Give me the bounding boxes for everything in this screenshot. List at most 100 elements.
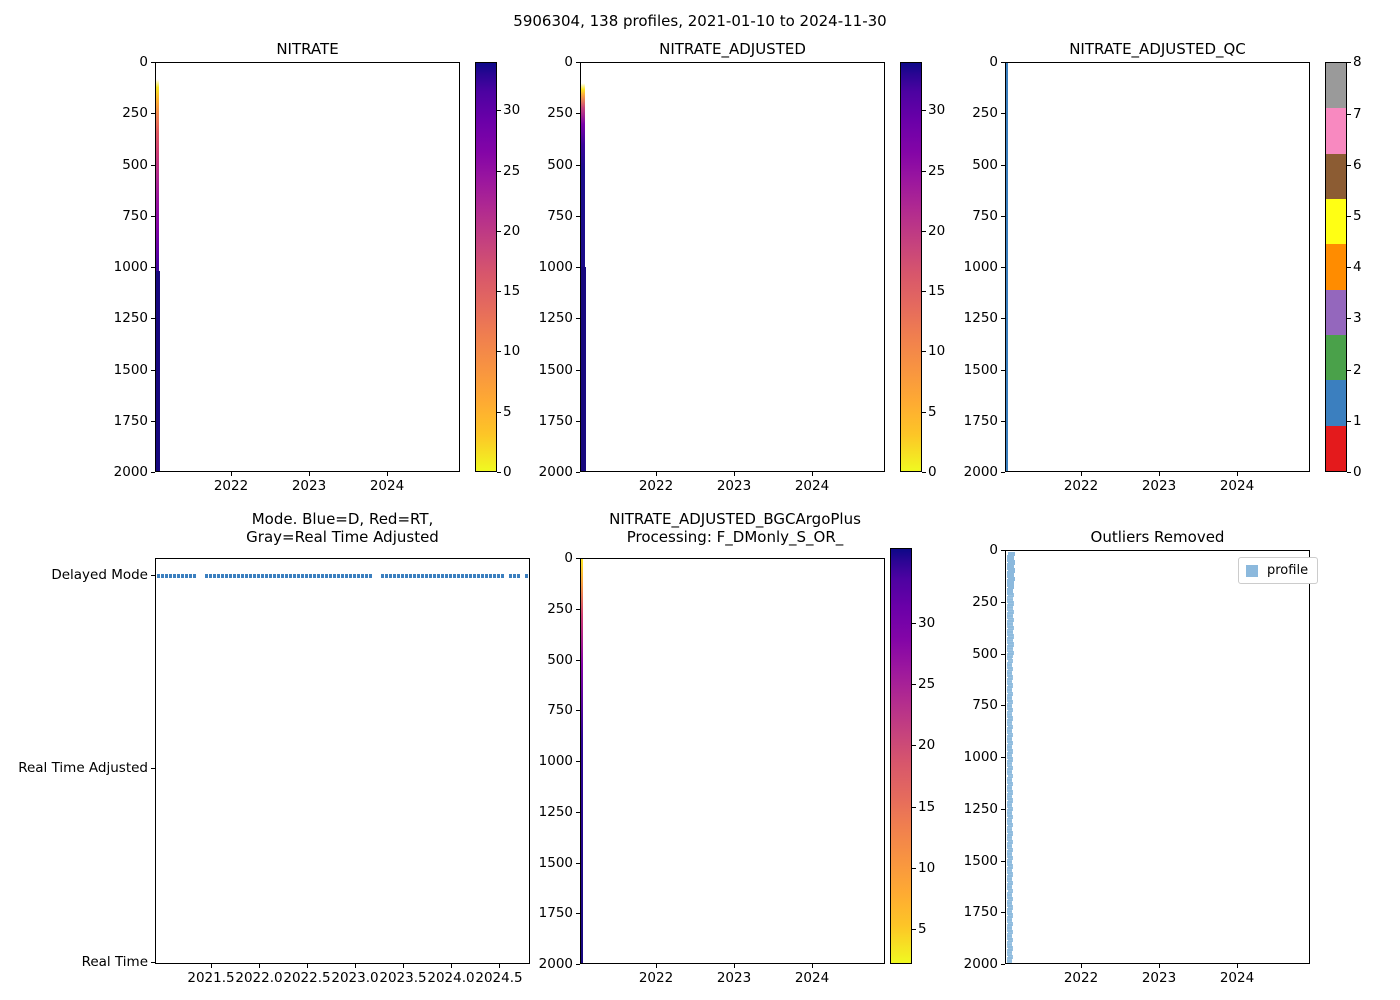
outlier-point: [1007, 858, 1012, 864]
outlier-point: [1007, 683, 1013, 688]
mode-point: [525, 574, 528, 578]
outlier-point: [1007, 614, 1013, 620]
outlier-point: [1007, 795, 1012, 801]
mode-data-points: [156, 559, 529, 963]
qc-segment-3: [1326, 289, 1346, 335]
colorbar-bgc-tick-20: 20: [918, 737, 936, 754]
tick: [497, 351, 501, 353]
tick: [1081, 964, 1083, 968]
outlier-point: [1007, 935, 1012, 940]
tick: [151, 267, 155, 269]
outlier-point: [1007, 776, 1012, 781]
tick: [309, 472, 311, 476]
outlier-point: [1007, 790, 1013, 795]
mode-point: [161, 574, 164, 578]
outlier-point: [1007, 688, 1012, 694]
outlier-point: [1007, 634, 1014, 639]
outlier-point: [1007, 708, 1013, 713]
mode-point: [477, 574, 480, 578]
mode-point: [205, 574, 208, 578]
panel-mode[interactable]: [155, 558, 530, 964]
outlier-point: [1007, 872, 1013, 877]
outlier-point: [1007, 584, 1014, 590]
colorbar-bgc-tick-15: 15: [918, 798, 936, 815]
tick: [151, 962, 155, 964]
colorbar-nitrate-tick-15: 15: [503, 283, 521, 300]
mode-point: [353, 574, 356, 578]
mode-point: [461, 574, 464, 578]
outlier-point: [1007, 957, 1012, 962]
outlier-point: [1007, 713, 1012, 718]
mode-xtick-2022-0: 2022.0: [235, 970, 283, 986]
tick: [1001, 601, 1005, 603]
bgc-ytick-1000: 1000: [538, 753, 573, 769]
qc-xtick-2023: 2023: [1141, 478, 1177, 494]
outlier-point: [1007, 875, 1012, 880]
qc-ytick-1500: 1500: [963, 361, 998, 378]
out-ytick-0: 0: [989, 542, 998, 558]
outlier-point: [1007, 787, 1012, 792]
outlier-point: [1007, 883, 1012, 888]
outlier-point: [1007, 866, 1012, 872]
outlier-point: [1007, 768, 1012, 773]
colorbar-nitrate-adjusted: [900, 62, 922, 472]
colorbar-qc-tick-1: 1: [1353, 412, 1362, 429]
outlier-point: [1007, 677, 1012, 683]
mode-point: [289, 574, 292, 578]
outlier-point: [1007, 650, 1014, 655]
tick: [307, 964, 309, 968]
tick: [1347, 369, 1351, 371]
colorbar-nitrate-tick-0: 0: [503, 464, 512, 480]
bgc-ytick-1250: 1250: [538, 803, 573, 820]
mode-point: [433, 574, 436, 578]
colorbar-nitrate-adjusted-tick-10: 10: [928, 343, 946, 360]
tick: [912, 806, 916, 808]
outlier-point: [1007, 888, 1013, 894]
mode-point: [457, 574, 460, 578]
outlier-point: [1007, 647, 1013, 653]
mode-point: [405, 574, 408, 578]
nitrate-data-column-left: [156, 271, 160, 471]
qc-segment-5: [1326, 198, 1346, 245]
outlier-point: [1007, 918, 1012, 924]
panel-nitrate-adjusted-qc[interactable]: [1005, 62, 1310, 472]
bgc-ytick-250: 250: [547, 600, 573, 617]
outlier-point: [1007, 716, 1013, 721]
outliers-legend[interactable]: profile: [1238, 557, 1319, 584]
outlier-point: [1007, 738, 1012, 743]
outlier-point: [1007, 601, 1014, 606]
mode-xtick-2021-5: 2021.5: [187, 970, 235, 986]
outlier-point: [1007, 694, 1012, 699]
out-ytick-1750: 1750: [963, 904, 998, 921]
tick: [151, 318, 155, 320]
outlier-point: [1007, 820, 1012, 825]
outlier-point: [1007, 905, 1013, 910]
outlier-point: [1007, 628, 1013, 634]
mode-point: [413, 574, 416, 578]
tick: [922, 351, 926, 353]
panel-nitrate-adjusted[interactable]: [580, 62, 885, 472]
outlier-point: [1007, 877, 1012, 883]
outlier-point: [1007, 705, 1012, 710]
outlier-point: [1007, 932, 1012, 937]
outlier-point: [1007, 861, 1012, 866]
qc-ytick-250: 250: [972, 105, 998, 122]
nitrate-adjusted-xtick-2023: 2023: [716, 478, 752, 494]
outlier-point: [1007, 554, 1014, 560]
panel-outliers[interactable]: [1005, 550, 1310, 964]
panel-nitrate[interactable]: [155, 62, 460, 472]
qc-ytick-2000: 2000: [963, 464, 998, 480]
out-ytick-750: 750: [972, 697, 998, 714]
outlier-point: [1007, 702, 1012, 707]
colorbar-nitrate-adjusted-tick-25: 25: [928, 162, 946, 179]
panel-bgcargoplus[interactable]: [580, 558, 885, 964]
mode-point: [225, 574, 228, 578]
mode-point: [481, 574, 484, 578]
tick: [1347, 420, 1351, 422]
qc-segment-7: [1326, 108, 1346, 154]
tick: [576, 913, 580, 915]
tick: [576, 964, 580, 966]
qc-ytick-0: 0: [989, 54, 998, 70]
mode-point: [365, 574, 368, 578]
tick: [576, 318, 580, 320]
